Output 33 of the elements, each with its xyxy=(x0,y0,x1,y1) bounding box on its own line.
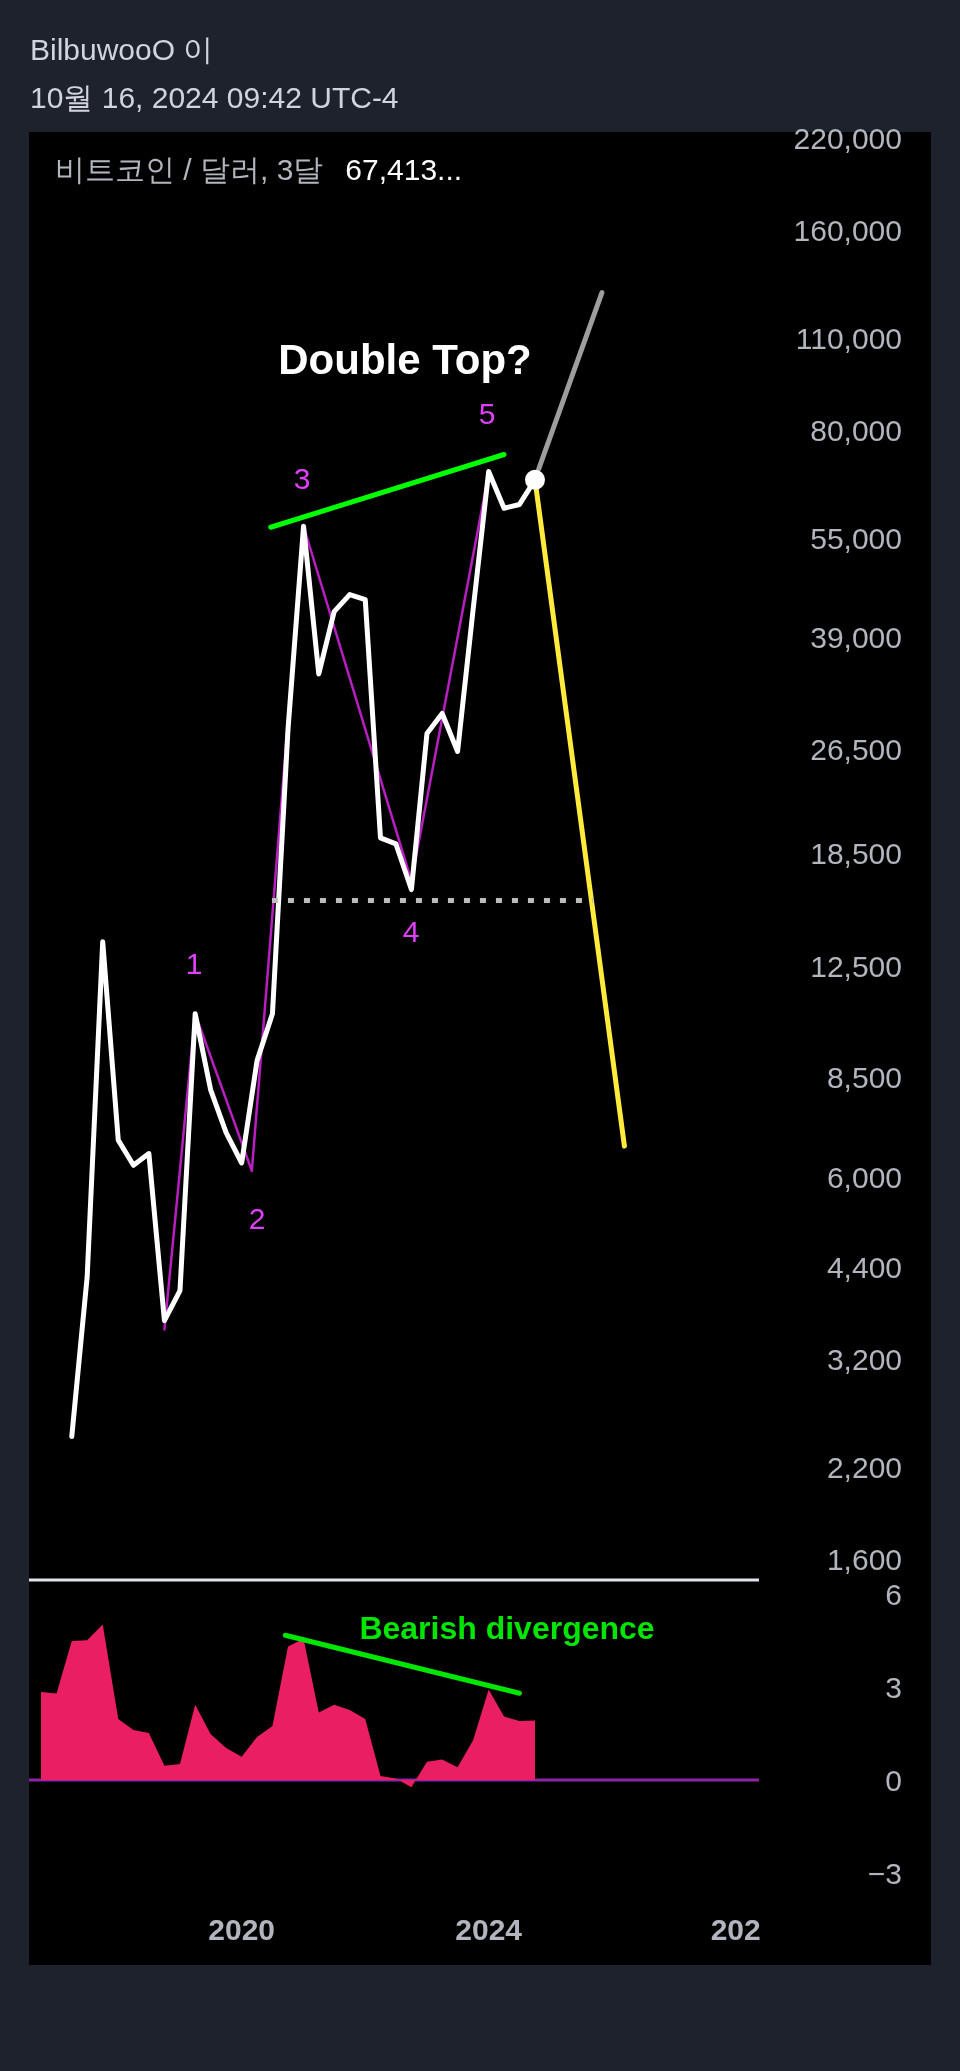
y-tick-label: 0 xyxy=(885,1763,902,1797)
annotation: 67,413... xyxy=(345,153,463,186)
annotation: Bearish divergence xyxy=(359,1610,655,1646)
annotation: 1 xyxy=(185,946,203,980)
y-tick-label: 39,000 xyxy=(810,621,902,655)
y-tick-label: 220,000 xyxy=(793,121,902,155)
y-tick-label: 3,200 xyxy=(826,1342,902,1376)
x-tick-label: 2020 xyxy=(208,1913,276,1946)
annotation: 5 xyxy=(478,396,496,430)
annotation: Double Top? xyxy=(278,335,532,383)
y-tick-label: 55,000 xyxy=(810,522,902,556)
y-tick-label: 2,200 xyxy=(826,1451,902,1485)
x-tick-label: 2024 xyxy=(455,1913,523,1946)
y-tick-label: 6 xyxy=(885,1577,902,1611)
x-tick-label: 202 xyxy=(710,1913,761,1946)
y-tick-label: 12,500 xyxy=(810,949,902,983)
y-tick-label: 160,000 xyxy=(793,213,902,247)
y-tick-label: 4,400 xyxy=(826,1251,902,1284)
chart-title: BilbuwooO 이 xyxy=(30,33,214,66)
y-tick-label: 3 xyxy=(885,1670,902,1704)
annotation: 2 xyxy=(248,1201,266,1235)
y-tick-label: 8,500 xyxy=(826,1060,902,1094)
annotation: 비트코인 / 달러, 3달 xyxy=(55,153,324,186)
y-tick-label: 26,500 xyxy=(810,732,902,766)
annotation: 3 xyxy=(293,461,311,495)
annotation: 4 xyxy=(402,914,420,948)
y-tick-label: 18,500 xyxy=(810,836,902,870)
y-tick-label: 1,600 xyxy=(826,1542,902,1576)
y-tick-label: 6,000 xyxy=(826,1161,902,1195)
y-tick-label: −3 xyxy=(867,1856,902,1890)
chart-subtitle: 10월 16, 2024 09:42 UTC-4 xyxy=(30,81,399,114)
y-tick-label: 110,000 xyxy=(795,322,902,356)
y-tick-label: 80,000 xyxy=(810,413,902,447)
